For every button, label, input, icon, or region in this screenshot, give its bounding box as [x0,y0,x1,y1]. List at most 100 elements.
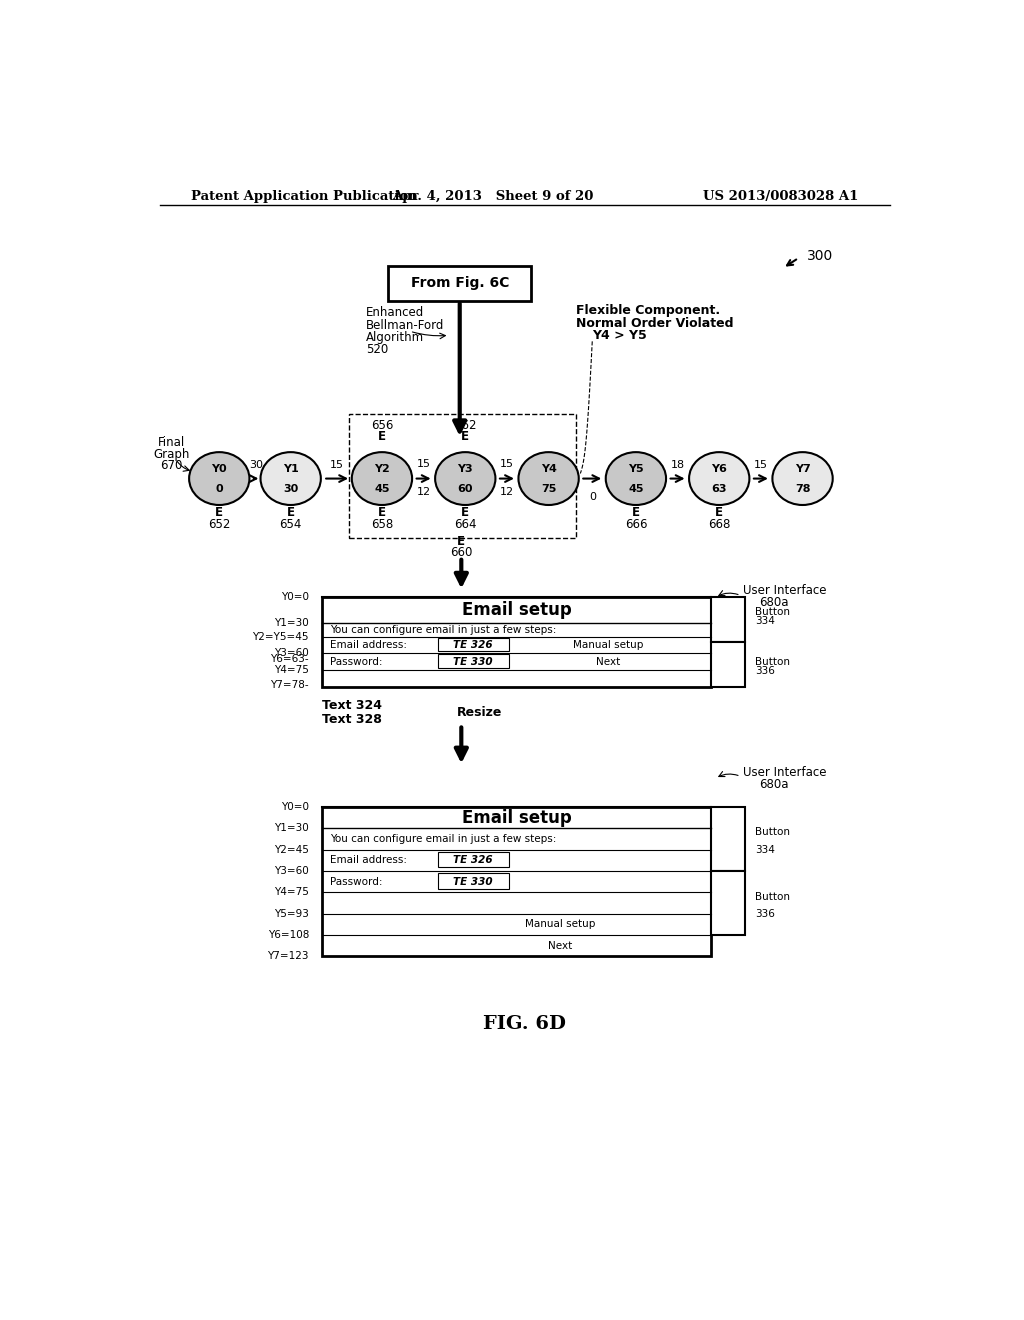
Text: Y3=60: Y3=60 [274,648,309,659]
Bar [437,638,509,651]
Bar [712,807,744,871]
Text: Y0: Y0 [211,465,227,474]
Bar [323,598,712,686]
Text: Normal Order Violated: Normal Order Violated [577,317,734,330]
Text: E: E [458,535,465,548]
Text: Patent Application Publication: Patent Application Publication [191,190,418,202]
Ellipse shape [189,453,250,506]
Text: You can configure email in just a few steps:: You can configure email in just a few st… [331,834,557,843]
Text: Enhanced: Enhanced [367,306,424,319]
Text: Y1=30: Y1=30 [274,618,309,628]
Text: 75: 75 [541,483,556,494]
Text: Y6: Y6 [712,465,727,474]
Text: Algorithm: Algorithm [367,331,424,343]
Text: TE 326: TE 326 [454,855,493,865]
Ellipse shape [518,453,579,506]
Text: Y7=78-: Y7=78- [270,680,309,690]
Text: 656: 656 [371,420,393,432]
Ellipse shape [352,453,412,506]
Text: 336: 336 [755,908,775,919]
Text: E: E [461,506,469,519]
Text: Resize: Resize [458,706,503,719]
Text: 0: 0 [215,483,223,494]
Text: TE 326: TE 326 [454,640,493,651]
Text: TE 330: TE 330 [454,876,493,887]
Ellipse shape [435,453,496,506]
Text: From Fig. 6C: From Fig. 6C [411,276,509,290]
Bar [437,655,509,668]
Text: Final: Final [158,437,185,450]
Text: E: E [461,430,469,444]
Text: 654: 654 [280,517,302,531]
Bar [437,874,509,888]
Text: Button: Button [755,607,790,616]
Text: Flexible Component.: Flexible Component. [577,305,721,317]
Text: 658: 658 [371,517,393,531]
Text: User Interface: User Interface [743,583,826,597]
Text: 45: 45 [628,483,644,494]
Text: E: E [378,430,386,444]
Text: 30: 30 [249,461,263,470]
Text: Text 324: Text 324 [323,698,382,711]
Text: 680a: 680a [759,597,788,609]
Text: Email address:: Email address: [331,640,408,651]
Text: Y3: Y3 [458,465,473,474]
Text: 15: 15 [330,461,344,470]
Text: 668: 668 [708,517,730,531]
Text: You can configure email in just a few steps:: You can configure email in just a few st… [331,624,557,635]
Text: 662: 662 [454,420,476,432]
Bar [712,871,744,935]
Text: Y7=123: Y7=123 [267,952,309,961]
Text: Button: Button [755,828,790,837]
Text: 334: 334 [755,615,775,626]
Bar [712,643,744,686]
Text: 336: 336 [755,665,775,676]
Text: Y1=30: Y1=30 [274,824,309,833]
Text: US 2013/0083028 A1: US 2013/0083028 A1 [702,190,858,202]
Text: 12: 12 [417,487,431,496]
Text: Apr. 4, 2013   Sheet 9 of 20: Apr. 4, 2013 Sheet 9 of 20 [392,190,594,202]
Bar [712,598,744,643]
Text: 63: 63 [712,483,727,494]
Text: Y6=63-: Y6=63- [270,655,309,664]
Text: Text 328: Text 328 [323,713,382,726]
Text: 666: 666 [625,517,647,531]
Text: 30: 30 [283,483,298,494]
Bar [323,807,712,956]
Text: User Interface: User Interface [743,766,826,779]
Text: Y4=75: Y4=75 [274,887,309,898]
Text: Next: Next [549,941,572,950]
Bar [437,853,509,867]
Text: TE 330: TE 330 [454,656,493,667]
Text: Email setup: Email setup [462,809,571,826]
Text: 60: 60 [458,483,473,494]
Text: 15: 15 [754,461,768,470]
Text: E: E [632,506,640,519]
Text: Password:: Password: [331,656,383,667]
Text: 664: 664 [454,517,476,531]
Text: 15: 15 [417,459,431,470]
Text: Button: Button [755,657,790,667]
Text: Password:: Password: [331,876,383,887]
Text: 660: 660 [451,546,472,560]
Text: 680a: 680a [759,777,788,791]
Ellipse shape [772,453,833,506]
Text: Button: Button [755,891,790,902]
Text: 334: 334 [755,845,775,854]
FancyBboxPatch shape [387,267,531,301]
Text: Manual setup: Manual setup [573,640,643,651]
Text: E: E [715,506,723,519]
Text: 652: 652 [208,517,230,531]
Text: Y4: Y4 [541,465,557,474]
Text: 12: 12 [500,487,514,496]
Text: FIG. 6D: FIG. 6D [483,1015,566,1034]
Text: Next: Next [596,656,621,667]
Text: 18: 18 [671,461,685,470]
Text: Y2: Y2 [374,465,390,474]
Ellipse shape [689,453,750,506]
Text: Manual setup: Manual setup [525,919,596,929]
Text: 45: 45 [374,483,390,494]
Text: E: E [378,506,386,519]
Text: Y2=Y5=45: Y2=Y5=45 [253,632,309,642]
Text: Bellman-Ford: Bellman-Ford [367,318,444,331]
